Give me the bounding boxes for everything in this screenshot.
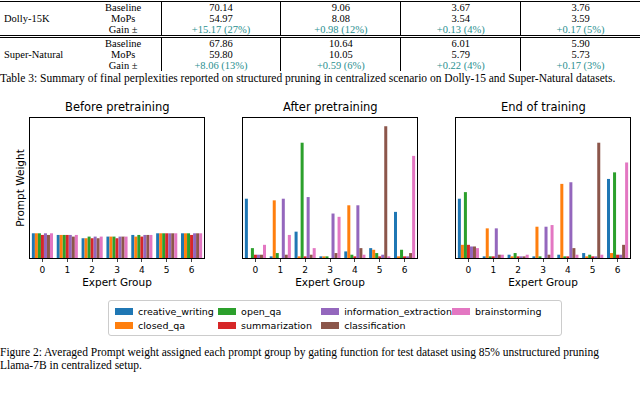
svg-text:0: 0 (40, 265, 46, 275)
svg-text:0: 0 (466, 265, 472, 275)
svg-text:3: 3 (114, 265, 120, 275)
html-text:Baseline: Baseline (105, 37, 142, 49)
html-text:+0.59 (6%): +0.59 (6%) (316, 59, 365, 71)
html-text:MoPs: MoPs (110, 48, 136, 60)
html-text:Dolly-15K: Dolly-15K (4, 12, 50, 24)
svg-text:5: 5 (590, 265, 596, 275)
html-text:Baseline: Baseline (105, 1, 142, 13)
html-text:67.86: 67.86 (209, 37, 233, 49)
html-text:information_extraction: information_extraction (344, 305, 452, 317)
html-text:10.64: 10.64 (329, 37, 353, 49)
html-text:Super-Natural: Super-Natural (4, 48, 64, 60)
html-text:+0.17 (5%): +0.17 (5%) (556, 23, 605, 35)
html-text:+8.06 (13%): +8.06 (13%) (194, 59, 248, 71)
svg-text:1: 1 (277, 265, 283, 275)
html-text:Gain ±: Gain ± (108, 23, 138, 35)
html-text:Gain ±: Gain ± (108, 59, 138, 71)
html-text:+0.17 (3%): +0.17 (3%) (556, 59, 605, 71)
html-text:+0.13 (4%): +0.13 (4%) (436, 23, 485, 35)
html-text:MoPs: MoPs (110, 12, 136, 24)
svg-text:6: 6 (402, 265, 408, 275)
html-text:9.06: 9.06 (331, 1, 350, 13)
svg-text:2: 2 (302, 265, 308, 275)
html-text:closed_qa: closed_qa (138, 319, 186, 331)
html-text:brainstorming: brainstorming (474, 305, 542, 317)
svg-text:3: 3 (327, 265, 333, 275)
html-text:10.05: 10.05 (329, 48, 353, 60)
svg-text:0: 0 (253, 265, 259, 275)
html-text:Table 3: Summary of final perp: Table 3: Summary of final perplexities r… (0, 72, 616, 84)
svg-text:Expert Group: Expert Group (508, 276, 578, 288)
html-text:54.97: 54.97 (209, 12, 233, 24)
svg-text:Expert Group: Expert Group (295, 276, 365, 288)
html-text:open_qa: open_qa (241, 305, 282, 317)
html-text:8.08: 8.08 (331, 12, 350, 24)
html-text:+0.98 (12%): +0.98 (12%) (314, 23, 368, 35)
html-text:summarization: summarization (241, 319, 312, 331)
svg-text:After pretraining: After pretraining (283, 100, 378, 114)
svg-text:4: 4 (139, 265, 145, 275)
svg-text:5: 5 (164, 265, 170, 275)
html-text:59.80: 59.80 (209, 48, 233, 60)
svg-text:Expert Group: Expert Group (82, 276, 152, 288)
html-text:5.73: 5.73 (571, 48, 590, 60)
html-text:70.14: 70.14 (209, 1, 233, 13)
svg-text:6: 6 (615, 265, 621, 275)
html-text:3.59: 3.59 (571, 12, 590, 24)
svg-text:6: 6 (189, 265, 195, 275)
svg-text:2: 2 (515, 265, 521, 275)
html-text:3.76: 3.76 (571, 1, 590, 13)
html-text:+0.22 (4%): +0.22 (4%) (436, 59, 485, 71)
svg-text:2: 2 (89, 265, 95, 275)
svg-text:1: 1 (490, 265, 496, 275)
html-text:3.67: 3.67 (451, 1, 470, 13)
html-text:Figure 2: Averaged Prompt weig: Figure 2: Averaged Prompt weight assigne… (0, 346, 599, 371)
html-text:creative_writing: creative_writing (138, 305, 214, 317)
html-text:3.54: 3.54 (451, 12, 470, 24)
html-text:6.01: 6.01 (451, 37, 470, 49)
svg-text:1: 1 (64, 265, 70, 275)
svg-text:3: 3 (540, 265, 546, 275)
svg-text:5: 5 (377, 265, 383, 275)
html-text:+15.17 (27%): +15.17 (27%) (191, 23, 251, 35)
html-text:5.79: 5.79 (451, 48, 470, 60)
svg-text:4: 4 (565, 265, 571, 275)
svg-text:End of training: End of training (501, 100, 586, 114)
svg-text:Before pretraining: Before pretraining (65, 100, 170, 114)
svg-text:Prompt Weight: Prompt Weight (14, 149, 26, 227)
svg-text:4: 4 (352, 265, 358, 275)
html-text:classification: classification (344, 319, 406, 331)
html-text:5.90: 5.90 (571, 37, 590, 49)
